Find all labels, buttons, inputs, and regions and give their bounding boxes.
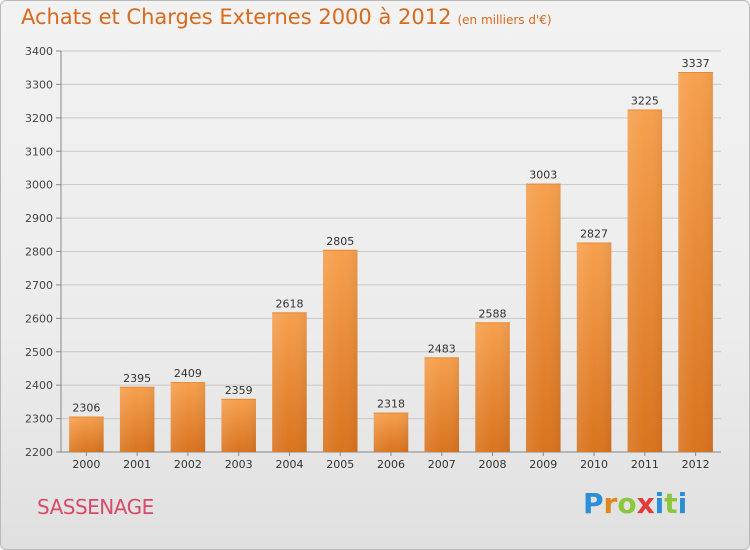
data-label: 2805 — [326, 235, 354, 248]
data-label: 2827 — [580, 227, 608, 240]
proxiti-logo: Proxiti — [583, 487, 688, 520]
bar-shade — [576, 242, 612, 452]
x-tick-label: 2012 — [682, 458, 710, 471]
y-tick-label: 2300 — [25, 413, 53, 426]
bar-shade — [424, 357, 460, 452]
data-label: 2306 — [72, 402, 100, 415]
x-tick-label: 2002 — [174, 458, 202, 471]
commune-name: SASSENAGE — [37, 495, 154, 519]
bar-shade — [69, 416, 104, 452]
y-tick-label: 3400 — [25, 45, 53, 58]
x-tick-label: 2011 — [631, 458, 659, 471]
bar-shade — [526, 183, 561, 452]
x-tick-label: 2004 — [275, 458, 303, 471]
y-tick-label: 3300 — [25, 78, 53, 91]
data-label: 3003 — [529, 169, 557, 182]
data-label: 2588 — [479, 307, 507, 320]
data-label: 2359 — [225, 384, 253, 397]
bar-shade — [373, 412, 409, 452]
x-tick-label: 2001 — [123, 458, 151, 471]
y-tick-label: 3100 — [25, 145, 53, 158]
data-label: 2395 — [123, 372, 151, 385]
y-tick-label: 2500 — [25, 346, 53, 359]
x-tick-label: 2010 — [580, 458, 608, 471]
data-label: 2409 — [174, 367, 202, 380]
chart-title: Achats et Charges Externes 2000 à 2012 (e… — [21, 5, 552, 29]
grid-lines — [61, 50, 721, 453]
bar-shade — [322, 249, 358, 452]
y-tick-label: 3000 — [25, 179, 53, 192]
bar-shade — [272, 312, 307, 452]
bar-shade — [475, 322, 510, 452]
data-label: 2618 — [275, 297, 303, 310]
x-tick-label: 2006 — [377, 458, 405, 471]
y-tick-label: 2600 — [25, 312, 53, 325]
axes: 2200 2300 2400 2500 2600 2700 2800 2900 3000 3100… — [25, 45, 721, 471]
y-tick-label: 2800 — [25, 246, 53, 259]
data-label: 3337 — [682, 57, 710, 70]
bar-shade — [221, 398, 256, 452]
y-tick-label: 2700 — [25, 279, 53, 292]
y-tick-label: 3200 — [25, 112, 53, 125]
y-tick-label: 2400 — [25, 379, 53, 392]
x-tick-label: 2003 — [225, 458, 253, 471]
chart-title-text: Achats et Charges Externes 2000 à 2012 — [21, 5, 452, 29]
y-tick-label: 2900 — [25, 212, 53, 225]
x-tick-label: 2000 — [72, 458, 100, 471]
data-label: 2483 — [428, 342, 456, 355]
bar-shade — [627, 109, 663, 453]
x-tick-label: 2008 — [479, 458, 507, 471]
x-tick-label: 2007 — [428, 458, 456, 471]
x-tick-label: 2005 — [326, 458, 354, 471]
data-labels: 2306 2395 2409 2359 2618 2805 2318 2483 2588 3003… — [72, 57, 709, 415]
data-label: 3225 — [631, 94, 659, 107]
data-label: 2318 — [377, 398, 405, 411]
bar-shade — [678, 72, 713, 453]
y-tick-label: 2200 — [25, 446, 53, 459]
chart-unit-note: (en milliers d'€) — [457, 13, 552, 27]
bar-shade — [170, 382, 206, 452]
bars — [69, 72, 713, 453]
bar-shade — [119, 386, 155, 452]
x-tick-label: 2009 — [529, 458, 557, 471]
